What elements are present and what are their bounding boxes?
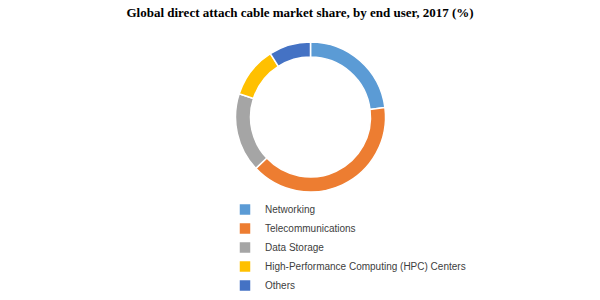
svg-text:Data Storage: Data Storage	[265, 242, 324, 253]
svg-text:Others: Others	[265, 280, 295, 291]
svg-text:Global direct attach cable mar: Global direct attach cable market share,…	[126, 5, 473, 20]
svg-text:Networking: Networking	[265, 204, 315, 215]
svg-text:Telecommunications: Telecommunications	[265, 223, 356, 234]
svg-text:High-Performance Computing (HP: High-Performance Computing (HPC) Centers	[265, 261, 466, 272]
